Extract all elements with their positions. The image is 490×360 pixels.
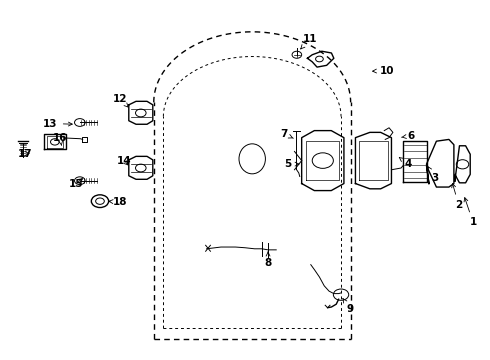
Text: 10: 10: [372, 66, 394, 76]
Text: 18: 18: [109, 197, 127, 207]
Text: 2: 2: [452, 184, 462, 210]
Text: 5: 5: [285, 159, 299, 169]
Text: 1: 1: [464, 198, 477, 227]
Text: 14: 14: [117, 156, 131, 166]
Text: 11: 11: [301, 34, 317, 49]
Text: 6: 6: [401, 131, 414, 141]
Text: 12: 12: [113, 94, 128, 107]
Text: 9: 9: [343, 298, 353, 314]
Text: 15: 15: [69, 179, 83, 189]
Text: 7: 7: [281, 129, 294, 139]
Text: 4: 4: [399, 158, 412, 169]
Text: 8: 8: [265, 252, 271, 268]
Text: 13: 13: [43, 118, 72, 129]
Text: 16: 16: [53, 133, 67, 145]
Text: 17: 17: [18, 149, 32, 158]
Text: 3: 3: [428, 167, 438, 183]
